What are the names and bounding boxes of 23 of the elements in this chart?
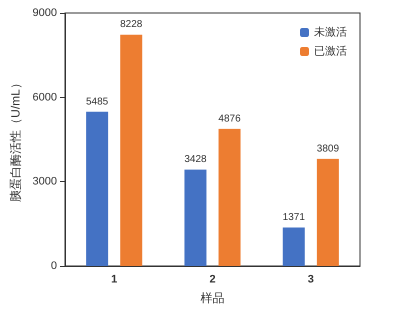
- y-tick-label: 0: [50, 260, 57, 272]
- data-label: 3809: [316, 143, 340, 154]
- y-axis-title: 胰蛋白酶活性（U/mL）: [8, 77, 23, 202]
- bar: [86, 112, 108, 266]
- data-label: 4876: [218, 113, 242, 124]
- x-tick-label: 1: [111, 274, 118, 286]
- data-label: 1371: [282, 212, 306, 223]
- y-tick-label: 9000: [32, 7, 57, 19]
- x-tick-label: 2: [209, 274, 216, 286]
- bar: [282, 227, 305, 266]
- bar: [218, 128, 241, 266]
- y-tick-label: 3000: [32, 176, 57, 188]
- x-axis-title: 样品: [200, 291, 224, 305]
- y-tick-label: 6000: [32, 91, 57, 104]
- bar: [184, 170, 206, 266]
- data-label: 3428: [184, 154, 208, 166]
- data-label: 5485: [86, 96, 109, 108]
- data-label: 8228: [120, 19, 143, 30]
- legend-label: 未激活: [314, 26, 347, 38]
- bar: [120, 34, 142, 266]
- x-tick-label: 3: [308, 274, 314, 286]
- legend-label: 已激活: [314, 46, 347, 58]
- bar: [316, 158, 339, 266]
